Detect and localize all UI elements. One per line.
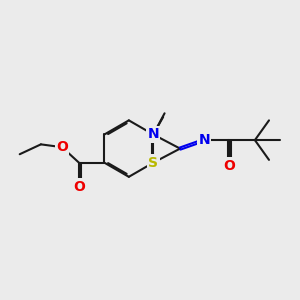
Text: S: S [148,156,158,170]
Text: N: N [148,128,159,142]
Text: O: O [73,180,85,194]
Text: O: O [224,158,236,172]
Text: O: O [56,140,68,154]
Text: N: N [198,133,210,147]
